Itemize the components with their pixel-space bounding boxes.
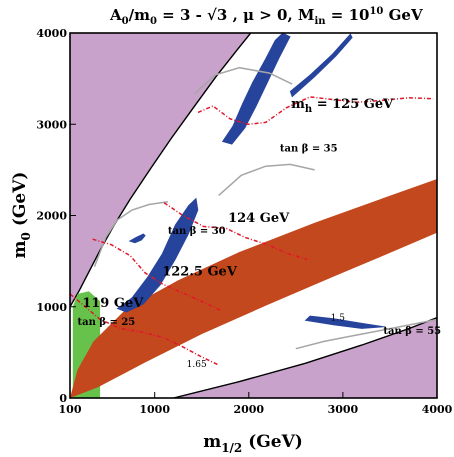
annotation-2: 124 GeV (228, 211, 290, 226)
excluded-region-right (173, 317, 437, 398)
title-min-sub: in (315, 16, 327, 27)
contours-layer (70, 66, 437, 366)
y-tick-label-3: 2000 (36, 210, 67, 223)
axis-ticks: 100 1000 2000 3000 4000 0 1000 2000 3000 4000 (36, 27, 452, 416)
title-ratio: = 3 - √3 , μ > 0, M (157, 6, 315, 24)
annotation-3: 122.5 GeV (162, 265, 238, 280)
y-tick-label-4: 3000 (36, 118, 67, 131)
y-axis-title: m0 (GeV) (10, 172, 33, 259)
y-axis-title-unit: (GeV) (10, 172, 30, 233)
annotation-7: tan β = 25 (78, 317, 136, 328)
higgs-mass-contour-3 (92, 238, 221, 312)
relic-region-thin-upper (289, 33, 353, 98)
title-a0-sub: 0 (122, 16, 129, 27)
x-tick-label-4: 3000 (328, 403, 359, 416)
plot-area (70, 33, 437, 398)
x-axis-title-main: m (203, 432, 221, 452)
svg-text:m1/2 (GeV): m1/2 (GeV) (203, 432, 303, 455)
excluded-region-left (70, 33, 251, 307)
x-axis-title-unit: (GeV) (242, 432, 303, 452)
annotation-6: tan β = 30 (168, 226, 226, 237)
annotation-4: 119 GeV (82, 296, 144, 311)
tan-beta-contour-4 (295, 318, 437, 350)
y-tick-label-5: 4000 (36, 27, 67, 40)
annotations-layer: mh = 125 GeV 124 GeV 122.5 GeV 119 GeV tan β… (78, 97, 442, 370)
title-unit: GeV (383, 6, 423, 24)
x-axis-title-sub: 1/2 (221, 441, 242, 455)
relic-region-funnel-main (116, 197, 199, 313)
title-scale: = 10 (326, 6, 370, 24)
annotation-5: tan β = 35 (280, 144, 338, 155)
y-tick-label-2: 1000 (36, 301, 67, 314)
chart-title: A0/m0 = 3 - √3 , μ > 0, Min = 1010 GeV (109, 6, 423, 27)
x-tick-label-1: 100 (59, 403, 82, 416)
relic-region-small-loop (128, 233, 146, 244)
annotation-8: tan β = 55 (383, 326, 441, 337)
title-a0-label: A (109, 6, 122, 24)
title-m0-label: /m (129, 6, 150, 24)
title-scale-exp: 10 (369, 6, 383, 17)
tan-beta-contour-1 (193, 66, 293, 95)
charged-lsp-region (70, 179, 437, 398)
svg-text:m0 (GeV): m0 (GeV) (10, 172, 33, 259)
x-tick-label-3: 2000 (233, 403, 264, 416)
excluded-boundary-left (70, 33, 252, 308)
tan-beta-contour-2 (218, 163, 315, 196)
annotation-9: 1.5 (331, 313, 346, 323)
higgs-mass-contour-4 (70, 293, 220, 366)
y-tick-label-1: 0 (59, 392, 67, 405)
x-tick-label-5: 4000 (422, 403, 453, 416)
y-axis-title-main: m (10, 240, 30, 258)
x-tick-label-2: 1000 (139, 403, 170, 416)
y-axis-title-sub: 0 (19, 232, 33, 240)
higgs-mass-contour-2 (163, 202, 308, 261)
title-m0-sub: 0 (150, 16, 157, 27)
regions-layer (70, 33, 437, 398)
excluded-boundary-right (173, 317, 437, 398)
annotation-10: 1.65 (187, 360, 207, 370)
higgs-mass-contour-1 (197, 96, 434, 126)
x-axis-title: m1/2 (GeV) (203, 432, 303, 455)
annotation-1: mh = 125 GeV (291, 97, 394, 115)
relic-region-strip-lower (304, 315, 386, 329)
svg-text:A0/m0 = 3 - √3 , μ > 0, Min =: A0/m0 = 3 - √3 , μ > 0, Min = 1010 GeV (109, 6, 423, 27)
